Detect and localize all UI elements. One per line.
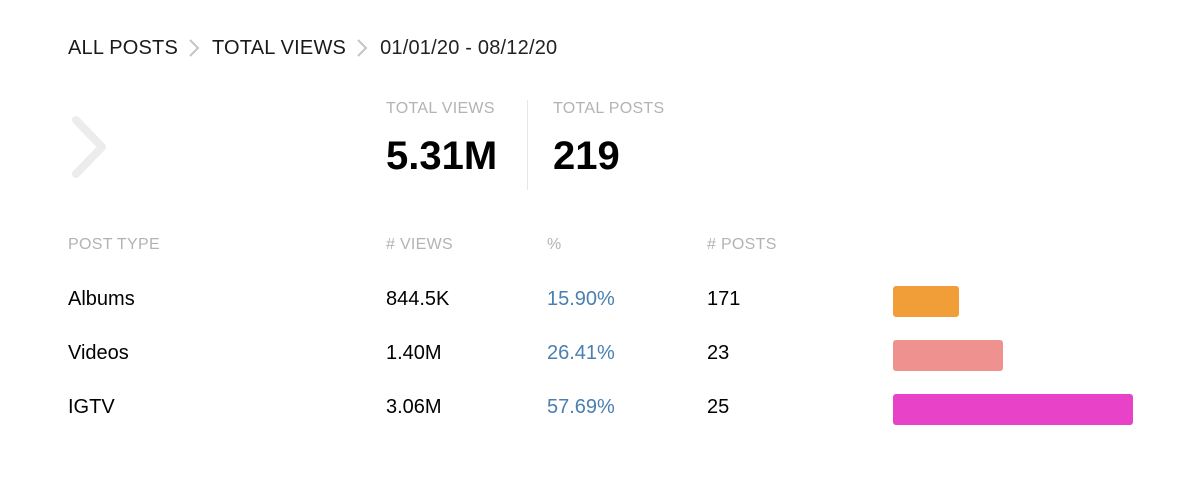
total-posts-value: 219 [553,134,620,178]
share-bar [893,394,1133,425]
total-views-stat: TOTAL VIEWS 5.31M [386,100,497,179]
row-posts: 23 [707,342,730,364]
row-posts: 25 [707,396,730,418]
total-views-label: TOTAL VIEWS [386,100,495,117]
table-row[interactable]: Albums 844.5K 15.90% 171 [0,284,1200,318]
header-posts[interactable]: # POSTS [707,236,777,253]
stat-divider [527,100,528,190]
chevron-right-icon[interactable] [68,112,112,182]
chevron-right-icon [346,34,380,62]
breadcrumb: ALL POSTS TOTAL VIEWS 01/01/20 - 08/12/2… [68,34,557,62]
share-bar [893,286,959,317]
total-posts-label: TOTAL POSTS [553,100,665,117]
row-posts: 171 [707,288,741,310]
breadcrumb-item-total-views[interactable]: TOTAL VIEWS [212,36,347,59]
date-range[interactable]: 01/01/20 - 08/12/20 [380,36,558,59]
header-post-type[interactable]: POST TYPE [68,236,160,253]
row-post-type: Videos [68,342,129,364]
row-views: 3.06M [386,396,442,418]
total-views-value: 5.31M [386,134,498,178]
total-posts-stat: TOTAL POSTS 219 [553,100,664,179]
header-percent[interactable]: % [547,236,562,253]
table-row[interactable]: IGTV 3.06M 57.69% 25 [0,392,1200,426]
row-percent: 15.90% [547,288,615,310]
row-percent: 26.41% [547,342,615,364]
row-views: 1.40M [386,342,442,364]
row-post-type: IGTV [68,396,115,418]
row-percent: 57.69% [547,396,615,418]
row-post-type: Albums [68,288,135,310]
breadcrumb-item-all-posts[interactable]: ALL POSTS [68,36,178,59]
table-row[interactable]: Videos 1.40M 26.41% 23 [0,338,1200,372]
share-bar [893,340,1003,371]
table-header: POST TYPE # VIEWS % # POSTS [0,236,1200,256]
header-views[interactable]: # VIEWS [386,236,454,253]
row-views: 844.5K [386,288,450,310]
chevron-right-icon [178,34,212,62]
